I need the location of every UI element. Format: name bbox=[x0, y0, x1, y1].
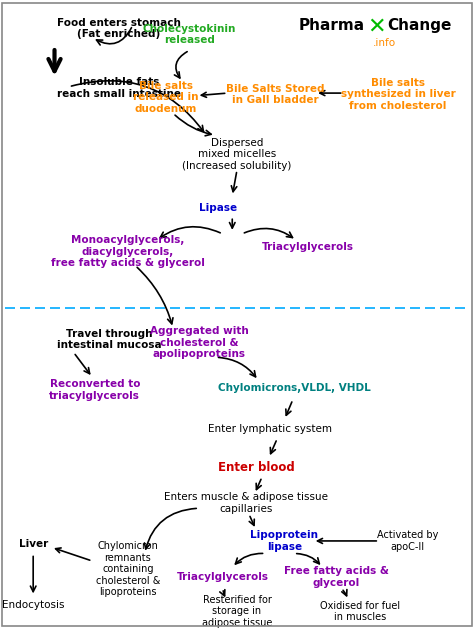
Text: Monoacylglycerols,
diacylglycerols,
free fatty acids & glycerol: Monoacylglycerols, diacylglycerols, free… bbox=[51, 235, 205, 268]
Text: Change: Change bbox=[387, 18, 452, 33]
Text: Lipoprotein
lipase: Lipoprotein lipase bbox=[250, 530, 319, 552]
Text: Pharma: Pharma bbox=[299, 18, 365, 33]
Text: Free fatty acids &
glycerol: Free fatty acids & glycerol bbox=[284, 566, 389, 587]
Text: Enter blood: Enter blood bbox=[218, 461, 294, 474]
Text: Bile Salts Stored
in Gall bladder: Bile Salts Stored in Gall bladder bbox=[226, 84, 324, 105]
Text: Oxidised for fuel
in muscles: Oxidised for fuel in muscles bbox=[320, 601, 401, 622]
Text: Lipase: Lipase bbox=[199, 203, 237, 213]
Text: Triacylglycerols: Triacylglycerols bbox=[177, 572, 269, 582]
Text: Liver: Liver bbox=[18, 539, 48, 549]
Text: Aggregated with
cholesterol &
apolipoproteins: Aggregated with cholesterol & apolipopro… bbox=[150, 326, 248, 359]
Text: Insoluble fats
reach small intestine: Insoluble fats reach small intestine bbox=[57, 77, 181, 99]
Text: Bile salts
synthesized in liver
from cholesterol: Bile salts synthesized in liver from cho… bbox=[341, 78, 456, 111]
Text: .info: .info bbox=[373, 38, 395, 48]
Text: Travel through
intestinal mucosa: Travel through intestinal mucosa bbox=[57, 329, 162, 350]
Text: Bile salts
released in
duodenum: Bile salts released in duodenum bbox=[133, 81, 199, 114]
Text: Food enters stomach
(Fat enriched): Food enters stomach (Fat enriched) bbox=[57, 18, 181, 39]
Text: ✕: ✕ bbox=[367, 16, 386, 36]
Text: Resterified for
storage in
adipose tissue: Resterified for storage in adipose tissu… bbox=[202, 595, 272, 628]
Text: Enters muscle & adipose tissue
capillaries: Enters muscle & adipose tissue capillari… bbox=[164, 493, 328, 514]
Text: Triacylglycerols: Triacylglycerols bbox=[262, 242, 354, 252]
Text: Chylomicrons,VLDL, VHDL: Chylomicrons,VLDL, VHDL bbox=[218, 383, 370, 393]
Text: Reconverted to
triacylglycerols: Reconverted to triacylglycerols bbox=[49, 379, 140, 401]
Text: Activated by
apoC-II: Activated by apoC-II bbox=[377, 530, 438, 552]
Text: Chylomicron
remnants
containing
cholesterol &
lipoproteins: Chylomicron remnants containing choleste… bbox=[96, 541, 160, 598]
Text: Endocytosis: Endocytosis bbox=[2, 600, 64, 610]
Text: Cholecystokinin
released: Cholecystokinin released bbox=[143, 24, 236, 45]
Text: Enter lymphatic system: Enter lymphatic system bbox=[208, 424, 332, 434]
Text: Dispersed
mixed micelles
(Increased solubility): Dispersed mixed micelles (Increased solu… bbox=[182, 138, 292, 170]
